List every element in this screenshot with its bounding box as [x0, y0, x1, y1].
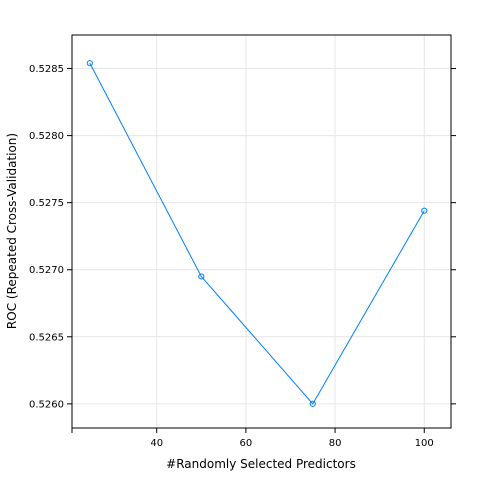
y-tick-label: 0.5265 — [29, 332, 64, 343]
y-tick-label: 0.5270 — [29, 265, 64, 276]
data-point — [309, 400, 316, 407]
x-axis-title: #Randomly Selected Predictors — [166, 457, 356, 471]
series — [86, 60, 428, 407]
axes: 40 60 80 100 0.5260 0.5265 0.5270 0.5275 0.5280 0… — [29, 64, 456, 449]
y-tick-label: 0.5285 — [29, 64, 64, 75]
grid — [72, 35, 451, 428]
data-point — [198, 273, 205, 280]
series-line — [89, 62, 425, 405]
x-tick-label: 100 — [415, 438, 434, 449]
x-tick-label: 40 — [150, 438, 163, 449]
y-axis-title: ROC (Repeated Cross-Validation) — [5, 133, 19, 329]
plot-frame — [71, 34, 452, 429]
x-tick-label: 80 — [329, 438, 342, 449]
x-tick-label: 60 — [240, 438, 253, 449]
data-point — [86, 60, 93, 67]
y-tick-label: 0.5280 — [29, 131, 64, 142]
y-tick-label: 0.5275 — [29, 198, 64, 209]
y-tick-label: 0.5260 — [29, 399, 64, 410]
data-point — [421, 207, 428, 214]
